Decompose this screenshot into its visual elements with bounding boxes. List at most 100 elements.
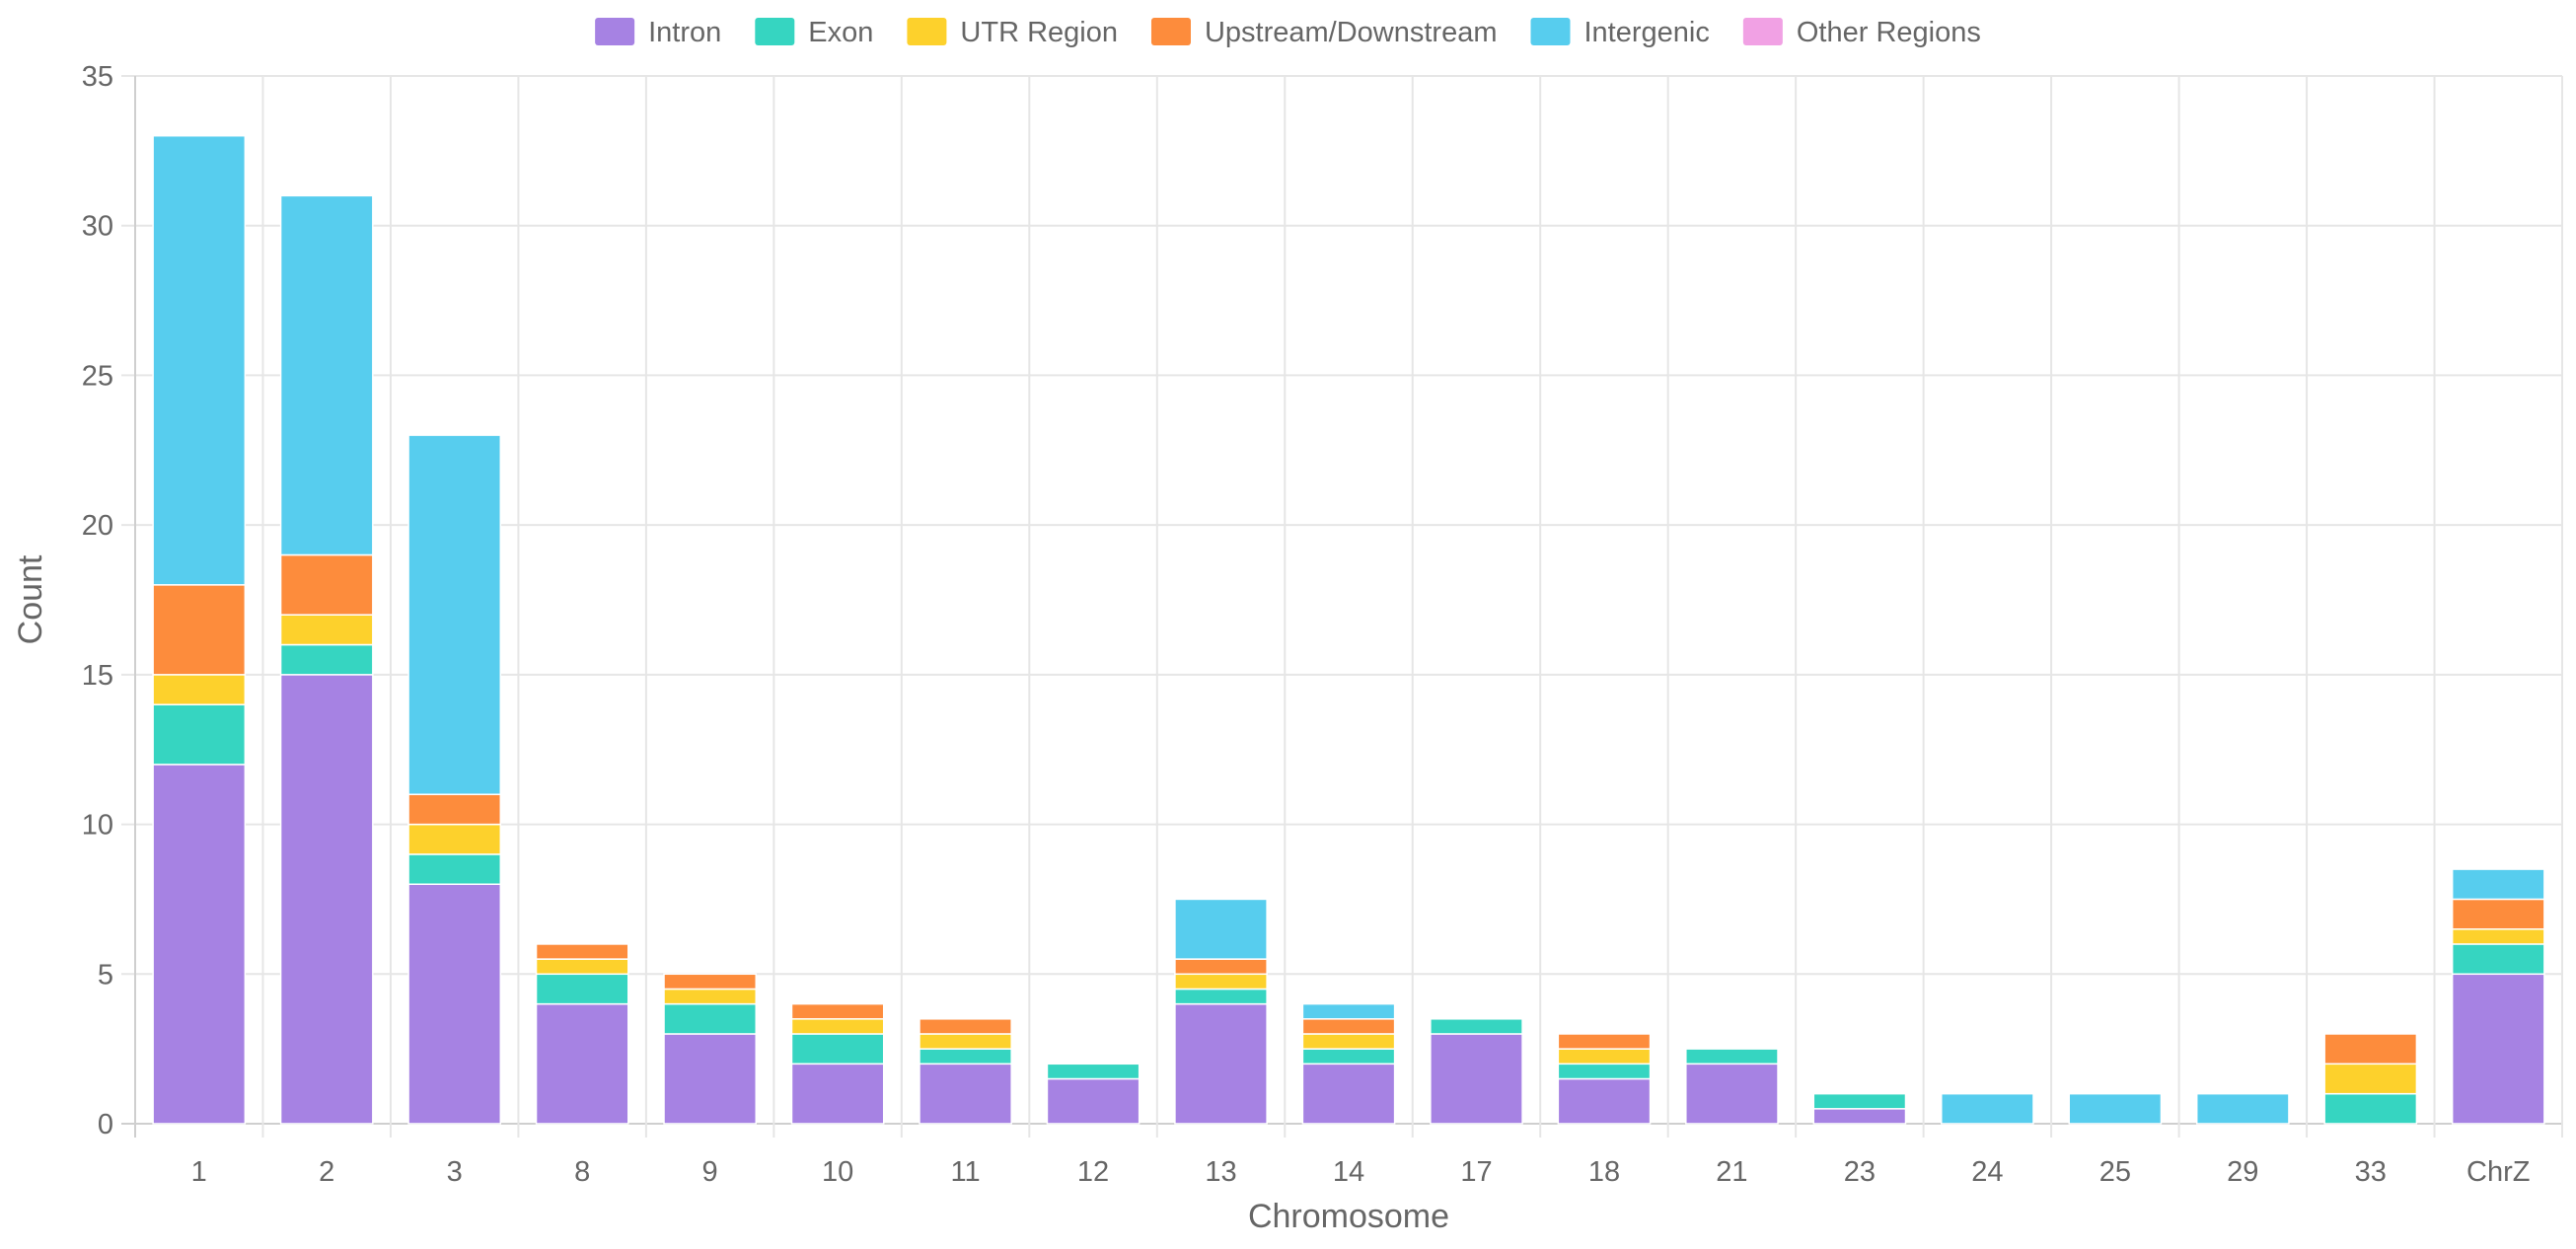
bar-segment-utr-region-13[interactable] [1174,973,1268,991]
bar-segment-exon-14[interactable] [1301,1048,1396,1065]
bar-segment-intron-chrz[interactable] [2451,973,2545,1125]
y-tick-label: 10 [82,810,113,842]
bars-layer [152,134,2545,1125]
bar-segment-intergenic-25[interactable] [2068,1092,2163,1125]
bar-segment-exon-33[interactable] [2323,1092,2418,1125]
bar-segment-intron-21[interactable] [1685,1063,1779,1125]
bar-segment-intron-23[interactable] [1812,1108,1907,1125]
x-tick-label: 18 [1588,1156,1620,1188]
bar-segment-utr-region-9[interactable] [663,988,757,1005]
legend-label: Intron [648,17,721,48]
x-tick-label: 1 [191,1156,207,1188]
bar-segment-intron-8[interactable] [535,1002,629,1125]
bar-segment-intron-9[interactable] [663,1033,757,1125]
bar-segment-intron-18[interactable] [1557,1077,1652,1125]
bar-segment-intergenic-14[interactable] [1301,1002,1396,1020]
bar-segment-intergenic-1[interactable] [152,134,247,586]
bar-segment-upstream-downstream-8[interactable] [535,943,629,960]
bar-segment-upstream-downstream-10[interactable] [790,1002,885,1020]
x-tick-label: 24 [1971,1156,2003,1188]
bar-segment-utr-region-1[interactable] [152,674,247,705]
bar-segment-upstream-downstream-9[interactable] [663,973,757,991]
bar-segment-exon-11[interactable] [919,1048,1012,1065]
bar-segment-upstream-downstream-1[interactable] [152,584,247,676]
x-tick-label: 11 [951,1156,981,1188]
bar-segment-exon-18[interactable] [1557,1063,1652,1080]
y-tick-labels: 0 5 10 15 20 25 30 35 [82,61,113,1140]
y-tick-label: 15 [82,660,113,692]
bar-segment-intron-11[interactable] [919,1063,1012,1125]
bar-segment-upstream-downstream-3[interactable] [407,793,502,826]
bar-segment-exon-2[interactable] [279,643,374,676]
bar-segment-exon-9[interactable] [663,1002,757,1035]
bar-segment-intergenic-29[interactable] [2195,1092,2290,1125]
legend-swatch [907,18,947,45]
bar-segment-intergenic-chrz[interactable] [2451,868,2545,901]
legend-label: Exon [808,17,873,48]
bar-segment-utr-region-14[interactable] [1301,1033,1396,1050]
bar-segment-upstream-downstream-13[interactable] [1174,958,1268,976]
y-tick-label: 0 [98,1109,113,1140]
legend-label: Upstream/Downstream [1205,17,1498,48]
bar-segment-intergenic-2[interactable] [279,194,374,556]
legend-swatch [1150,18,1191,45]
legend-item-intergenic[interactable]: Intergenic [1530,17,1710,48]
bar-segment-intergenic-24[interactable] [1941,1092,2034,1125]
y-tick-label: 35 [82,61,113,93]
x-tick-label: 25 [2099,1156,2131,1188]
bar-segment-intron-14[interactable] [1301,1063,1396,1125]
x-tick-label: 23 [1844,1156,1876,1188]
bar-segment-exon-21[interactable] [1685,1048,1779,1065]
bar-segment-exon-23[interactable] [1812,1092,1907,1110]
legend-item-intron[interactable]: Intron [595,17,721,48]
legend-item-other-regions[interactable]: Other Regions [1742,17,1981,48]
bar-segment-exon-1[interactable] [152,703,247,766]
bar-segment-intron-12[interactable] [1046,1077,1141,1125]
bar-segment-utr-region-2[interactable] [279,614,374,646]
legend-swatch [1530,18,1571,45]
bar-segment-exon-chrz[interactable] [2451,943,2545,976]
bar-segment-intron-17[interactable] [1430,1033,1523,1125]
bar-segment-upstream-downstream-33[interactable] [2323,1033,2418,1065]
y-tick-label: 25 [82,360,113,392]
legend-swatch [755,18,795,45]
bar-segment-utr-region-8[interactable] [535,958,629,976]
legend-item-upstream-downstream[interactable]: Upstream/Downstream [1150,17,1498,48]
bar-segment-exon-10[interactable] [790,1033,885,1065]
bar-segment-utr-region-chrz[interactable] [2451,928,2545,945]
x-tick-label: 10 [822,1156,853,1188]
bar-segment-intron-13[interactable] [1174,1002,1268,1125]
bar-segment-utr-region-10[interactable] [790,1018,885,1035]
grid-layer [121,75,2563,1138]
x-tick-label: 14 [1333,1156,1364,1188]
bar-segment-utr-region-3[interactable] [407,823,502,855]
bar-segment-intron-2[interactable] [279,674,374,1125]
x-tick-label: 21 [1716,1156,1747,1188]
bar-segment-exon-13[interactable] [1174,988,1268,1005]
legend-item-exon[interactable]: Exon [755,17,873,48]
y-axis-title: Count [12,554,49,644]
bar-segment-exon-8[interactable] [535,973,629,1005]
bar-segment-upstream-downstream-2[interactable] [279,553,374,616]
bar-segment-upstream-downstream-11[interactable] [919,1018,1012,1035]
y-tick-label: 20 [82,510,113,542]
bar-segment-exon-17[interactable] [1430,1018,1523,1035]
bar-segment-utr-region-33[interactable] [2323,1063,2418,1095]
legend-item-utr-region[interactable]: UTR Region [907,17,1118,48]
bar-segment-upstream-downstream-14[interactable] [1301,1018,1396,1035]
bar-segment-intergenic-13[interactable] [1174,898,1268,960]
bar-segment-utr-region-18[interactable] [1557,1048,1652,1065]
bar-segment-intron-3[interactable] [407,883,502,1125]
bar-segment-exon-3[interactable] [407,853,502,886]
bar-segment-upstream-downstream-chrz[interactable] [2451,898,2545,930]
bar-segment-upstream-downstream-18[interactable] [1557,1033,1652,1050]
bar-segment-exon-12[interactable] [1046,1063,1141,1080]
legend-swatch [595,18,635,45]
bar-segment-intron-10[interactable] [790,1063,885,1125]
bar-segment-intron-1[interactable] [152,764,247,1125]
bar-segment-intergenic-3[interactable] [407,434,502,795]
x-tick-label: 13 [1205,1156,1236,1188]
x-tick-label: 12 [1077,1156,1109,1188]
bar-segment-utr-region-11[interactable] [919,1033,1012,1050]
